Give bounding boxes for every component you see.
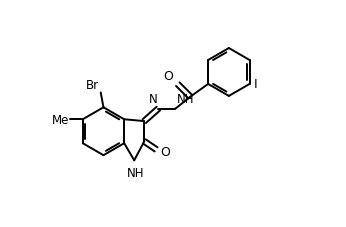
Text: O: O [160,146,170,158]
Text: I: I [254,78,257,91]
Text: NH: NH [127,166,144,179]
Text: N: N [148,93,157,106]
Text: Br: Br [86,79,99,91]
Text: O: O [163,69,173,82]
Text: Me: Me [52,113,69,126]
Text: NH: NH [176,93,194,106]
